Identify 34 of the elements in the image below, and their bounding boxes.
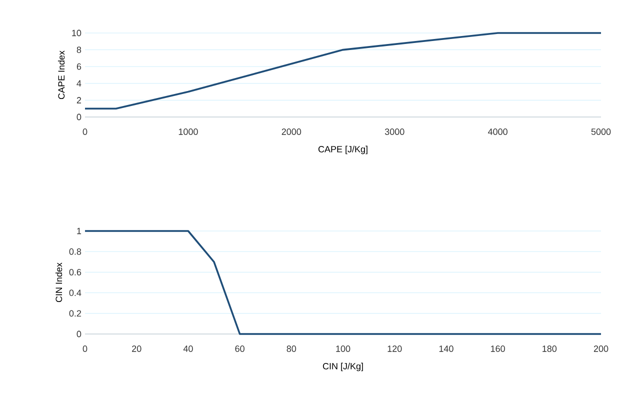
line-series [84, 32, 602, 110]
y-tick-label: 0.6 [69, 269, 82, 276]
x-tick-label: 20 [132, 346, 142, 352]
x-tick-label: 0 [82, 128, 88, 135]
y-axis-title: CIN Index [55, 262, 62, 302]
y-tick-label: 0.8 [69, 248, 82, 255]
x-tick-label: 3000 [384, 128, 404, 135]
y-tick-label: 10 [72, 30, 82, 36]
x-tick-label: 160 [490, 346, 505, 352]
x-tick-label: 1000 [178, 128, 198, 135]
x-tick-label: 2000 [282, 128, 302, 135]
y-tick-label: 0.2 [69, 310, 82, 317]
y-tick-label: 1 [77, 228, 82, 234]
x-tick-label: 4000 [488, 128, 508, 135]
x-axis-title: CIN [J/Kg] [322, 362, 363, 372]
y-tick-label: 2 [76, 97, 82, 104]
x-tick-label: 0 [82, 346, 88, 352]
y-tick-label: 4 [76, 80, 82, 86]
x-tick-label: 180 [542, 346, 557, 352]
x-tick-label: 200 [594, 346, 608, 352]
x-tick-label: 60 [235, 346, 244, 352]
y-tick-label: 0 [76, 330, 82, 338]
y-tick-label: 0.4 [69, 290, 82, 296]
x-tick-label: 5000 [591, 128, 611, 135]
y-tick-label: 8 [76, 46, 82, 53]
x-tick-label: 140 [439, 346, 454, 352]
x-tick-label: 40 [183, 346, 193, 352]
x-axis-title: CAPE [J/Kg] [318, 146, 368, 154]
y-axis-title: CAPE Index [58, 50, 65, 100]
x-tick-label: 120 [388, 346, 402, 352]
x-tick-label: 80 [286, 346, 296, 352]
y-tick-label: 0 [76, 114, 82, 120]
y-tick-label: 6 [76, 63, 82, 70]
x-tick-label: 100 [336, 346, 350, 352]
